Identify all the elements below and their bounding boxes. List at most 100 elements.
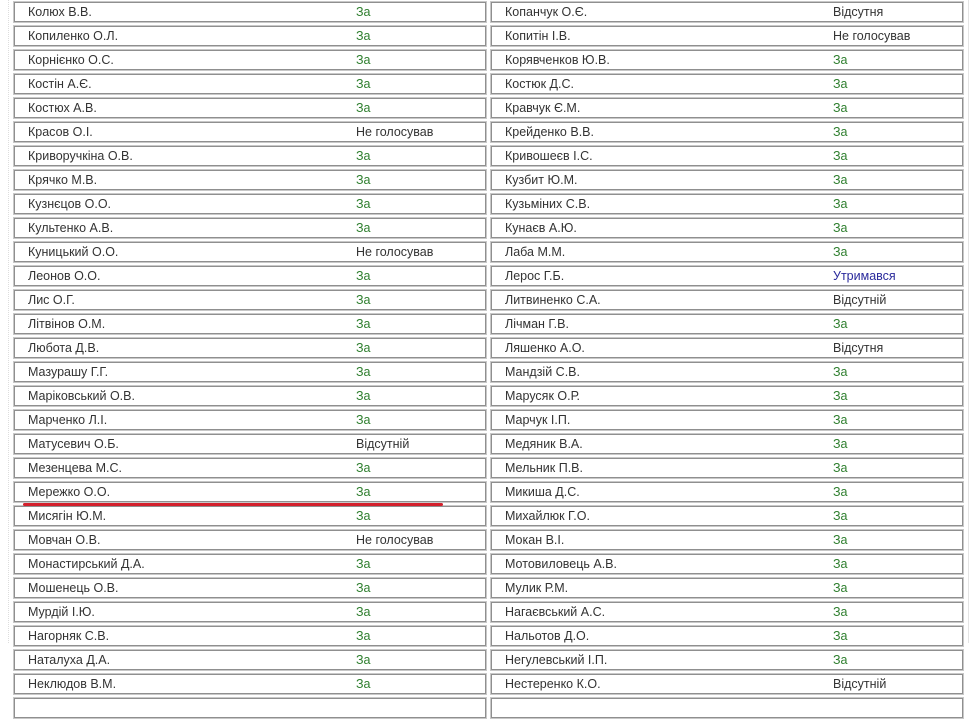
deputy-name: Негулевський І.П. [505, 653, 608, 667]
vote-row: Лерос Г.Б. Утримався [491, 266, 963, 286]
deputy-name: Мотовиловець А.В. [505, 557, 617, 571]
deputy-name: Крячко М.В. [28, 173, 98, 187]
vote-result: За [356, 605, 371, 619]
vote-result: За [833, 149, 848, 163]
vote-result: За [833, 509, 848, 523]
deputy-name: Кравчук Є.М. [505, 101, 581, 115]
deputy-name: Наталуха Д.А. [28, 653, 111, 667]
vote-row: Мельник П.В. За [491, 458, 963, 478]
vote-result: За [833, 653, 848, 667]
vote-row: Микиша Д.С. За [491, 482, 963, 502]
deputy-name: Марченко Л.І. [28, 413, 108, 427]
deputy-name: Мулик Р.М. [505, 581, 569, 595]
vote-row: Крейденко В.В. За [491, 122, 963, 142]
scrollbar-track[interactable] [968, 0, 969, 643]
vote-row: Наталуха Д.А. За [14, 650, 486, 670]
vote-row: Кравчук Є.М. За [491, 98, 963, 118]
vote-row: Мотовиловець А.В. За [491, 554, 963, 574]
vote-row: Лис О.Г. За [14, 290, 486, 310]
deputy-name: Копанчук О.Є. [505, 5, 588, 19]
vote-row: Литвиненко С.А. Відсутній [491, 290, 963, 310]
vote-row: Кузбит Ю.М. За [491, 170, 963, 190]
deputy-name: Мережко О.О. [28, 485, 111, 499]
vote-row: Мошенець О.В. За [14, 578, 486, 598]
vote-row: Копиленко О.Л. За [14, 26, 486, 46]
vote-row: Кривошеєв І.С. За [491, 146, 963, 166]
vote-row: Лаба М.М. За [491, 242, 963, 262]
vote-result: Відсутня [833, 5, 884, 19]
vote-result: За [356, 293, 371, 307]
highlight-underline [23, 503, 443, 506]
deputy-name: Мокан В.І. [505, 533, 565, 547]
vote-result: За [833, 101, 848, 115]
vote-result: За [356, 341, 371, 355]
deputy-name: Мошенець О.В. [28, 581, 119, 595]
vote-row: Колюх В.В. За [14, 2, 486, 22]
deputy-name: Матусевич О.Б. [28, 437, 119, 451]
deputy-name: Крейденко В.В. [505, 125, 594, 139]
vote-result: За [833, 221, 848, 235]
deputy-name: Кузьміних С.В. [505, 197, 591, 211]
vote-result: За [356, 509, 371, 523]
vote-table-left: Колюх В.В. За Копиленко О.Л. За Корнієнко О.… [14, 2, 486, 722]
deputy-name: Марчук І.П. [505, 413, 571, 427]
vote-row: Корнієнко О.С. За [14, 50, 486, 70]
vote-table-right: Копанчук О.Є. Відсутня Копитін І.В. Не голо… [491, 2, 963, 722]
vote-result: Відсутній [833, 677, 887, 691]
vote-result: За [833, 533, 848, 547]
vote-row: Копитін І.В. Не голосував [491, 26, 963, 46]
vote-row: Криворучкіна О.В. За [14, 146, 486, 166]
deputy-name: Лічман Г.В. [505, 317, 569, 331]
vote-row: Мандзій С.В. За [491, 362, 963, 382]
deputy-name: Корнієнко О.С. [28, 53, 114, 67]
vote-row: Корявченков Ю.В. За [491, 50, 963, 70]
deputy-name: Леонов О.О. [28, 269, 101, 283]
vote-result: Відсутній [833, 293, 887, 307]
deputy-name: Копиленко О.Л. [28, 29, 119, 43]
deputy-name: Кривошеєв І.С. [505, 149, 593, 163]
vote-row: Літвінов О.М. За [14, 314, 486, 334]
deputy-name: Красов О.І. [28, 125, 93, 139]
vote-result: Не голосував [833, 29, 911, 43]
vote-result: За [356, 29, 371, 43]
vote-result: За [356, 149, 371, 163]
vote-result: Не голосував [356, 245, 434, 259]
vote-row: Мазурашу Г.Г. За [14, 362, 486, 382]
vote-row: Ляшенко А.О. Відсутня [491, 338, 963, 358]
vote-result: За [356, 53, 371, 67]
vote-row: Мулик Р.М. За [491, 578, 963, 598]
vote-row: Красов О.І. Не голосував [14, 122, 486, 142]
deputy-name: Мезенцева М.С. [28, 461, 122, 475]
vote-row: Лічман Г.В. За [491, 314, 963, 334]
vote-result: За [356, 629, 371, 643]
vote-result: За [356, 389, 371, 403]
vote-result: За [833, 53, 848, 67]
vote-row: Мезенцева М.С. За [14, 458, 486, 478]
vote-result: За [356, 413, 371, 427]
vote-result: За [833, 197, 848, 211]
deputy-name: Неклюдов В.М. [28, 677, 117, 691]
deputy-name: Нестеренко К.О. [505, 677, 601, 691]
vote-result: За [356, 365, 371, 379]
deputy-name: Маріковський О.В. [28, 389, 135, 403]
deputy-name: Мазурашу Г.Г. [28, 365, 109, 379]
deputy-name: Нагаєвський А.С. [505, 605, 606, 619]
deputy-name: Куницький О.О. [28, 245, 119, 259]
deputy-name: Кузнєцов О.О. [28, 197, 112, 211]
vote-result: За [833, 485, 848, 499]
vote-result: Утримався [833, 269, 896, 283]
deputy-name: Любота Д.В. [28, 341, 100, 355]
vote-row: Нагорняк С.В. За [14, 626, 486, 646]
vote-row: Марчук І.П. За [491, 410, 963, 430]
deputy-name: Марусяк О.Р. [505, 389, 581, 403]
deputy-name: Мандзій С.В. [505, 365, 580, 379]
vote-row: Кузьміних С.В. За [491, 194, 963, 214]
vote-result: За [356, 5, 371, 19]
vote-row: Мисягін Ю.М. За [14, 506, 486, 526]
vote-result: Не голосував [356, 533, 434, 547]
vote-result: За [356, 173, 371, 187]
vote-row: Копанчук О.Є. Відсутня [491, 2, 963, 22]
deputy-name: Нагорняк С.В. [28, 629, 110, 643]
vote-result: За [833, 629, 848, 643]
vote-result: За [833, 245, 848, 259]
